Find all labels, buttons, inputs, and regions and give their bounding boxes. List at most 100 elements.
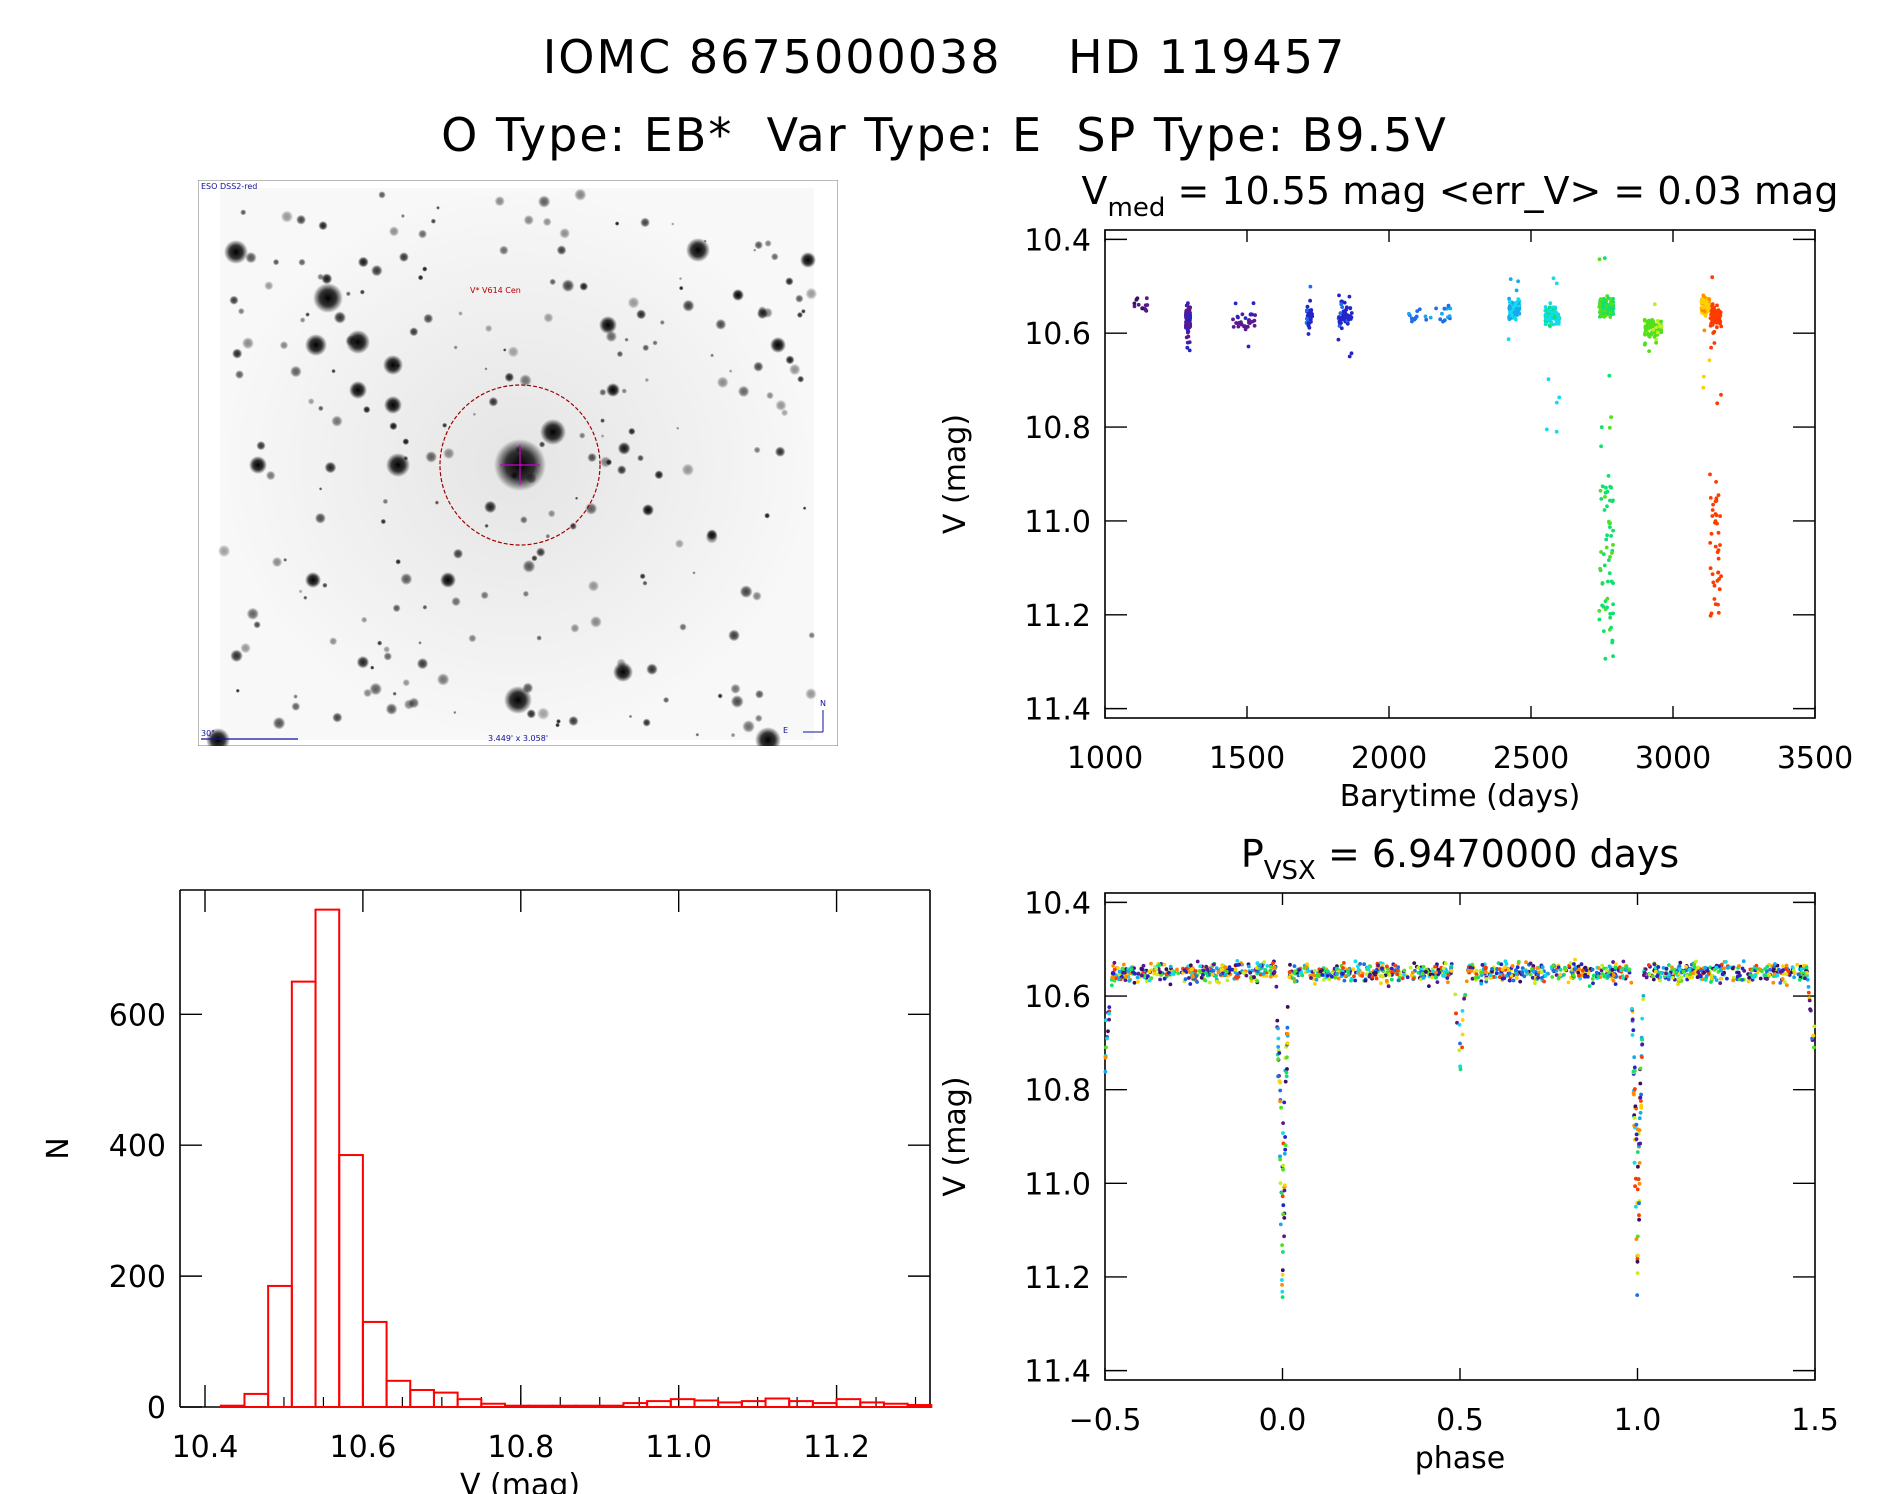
data-point — [1107, 1017, 1111, 1022]
data-point — [1360, 974, 1365, 978]
data-point — [1631, 1028, 1636, 1033]
data-point — [1458, 1067, 1463, 1072]
data-point — [1598, 308, 1603, 313]
data-point — [1337, 293, 1341, 298]
data-point — [1650, 318, 1655, 323]
data-point — [1189, 967, 1194, 972]
y-tick-label: 11.2 — [1024, 1261, 1091, 1296]
data-point — [1571, 973, 1576, 978]
data-point — [1510, 313, 1514, 317]
data-point — [1719, 324, 1724, 329]
data-point — [1507, 971, 1512, 976]
data-point — [1805, 971, 1809, 975]
data-point — [1201, 973, 1205, 977]
data-point — [1709, 345, 1713, 350]
histogram-bar — [267, 1284, 293, 1409]
y-tick-label: 11.0 — [1024, 1167, 1091, 1202]
data-point — [1381, 974, 1385, 979]
data-point — [1556, 965, 1561, 970]
data-point — [1719, 574, 1723, 579]
data-point — [1638, 1081, 1643, 1086]
data-point — [1607, 373, 1612, 378]
data-point — [1336, 976, 1341, 981]
data-point — [1347, 354, 1352, 359]
x-tick-label: 0.0 — [1259, 1403, 1307, 1438]
data-point — [1644, 975, 1649, 980]
data-point — [1601, 296, 1606, 301]
data-point — [1428, 315, 1433, 320]
data-point — [1805, 977, 1810, 982]
data-point — [1726, 966, 1730, 970]
data-point — [1438, 317, 1443, 322]
data-point — [1520, 970, 1524, 974]
data-point — [1187, 340, 1192, 345]
data-point — [1186, 318, 1190, 323]
data-point — [1490, 967, 1494, 971]
data-point — [1187, 976, 1191, 980]
data-point — [1283, 1079, 1288, 1084]
data-point — [1213, 974, 1218, 979]
data-point — [1704, 974, 1709, 979]
data-point — [1653, 969, 1658, 974]
data-point — [1579, 962, 1584, 967]
data-point — [1598, 302, 1602, 307]
series-season-6 — [1407, 303, 1453, 324]
data-point — [1136, 302, 1141, 307]
data-point — [1767, 973, 1772, 977]
panel-title: PVSX = 6.9470000 days — [1241, 832, 1679, 886]
data-point — [1577, 974, 1581, 978]
data-point — [1551, 968, 1556, 973]
data-point — [1424, 317, 1429, 322]
data-point — [1599, 314, 1604, 318]
data-point — [1514, 288, 1519, 293]
data-point — [1654, 340, 1658, 345]
data-point — [1658, 971, 1663, 975]
data-point — [1765, 977, 1769, 981]
data-point — [1715, 303, 1719, 308]
data-point — [1122, 962, 1126, 967]
y-tick-label: 10.8 — [1024, 411, 1091, 446]
data-point — [1510, 307, 1515, 312]
data-point — [1603, 490, 1608, 495]
data-point — [1187, 313, 1192, 318]
data-point — [1299, 970, 1304, 975]
data-point — [1784, 963, 1789, 968]
data-point — [1280, 1268, 1285, 1273]
data-point — [1408, 965, 1413, 970]
data-point — [1280, 1272, 1285, 1277]
data-point — [1447, 314, 1452, 318]
data-point — [1606, 474, 1611, 478]
data-point — [1502, 965, 1507, 970]
data-point — [1608, 615, 1613, 620]
histogram-bar — [456, 1398, 483, 1409]
data-point — [1554, 429, 1559, 434]
data-point — [1308, 317, 1313, 322]
data-point — [1370, 975, 1375, 979]
data-point — [1282, 1151, 1287, 1156]
data-point — [1396, 968, 1400, 973]
data-point — [1710, 275, 1715, 280]
data-point — [1466, 968, 1470, 973]
data-point — [1143, 308, 1148, 313]
data-point — [1643, 341, 1647, 346]
data-point — [1667, 963, 1671, 967]
data-point — [1436, 967, 1441, 972]
data-point — [1127, 979, 1132, 983]
x-tick-label: 1.5 — [1791, 1403, 1839, 1438]
data-point — [1282, 1234, 1286, 1239]
data-point — [1136, 972, 1141, 976]
data-point — [1188, 321, 1192, 326]
data-point — [1719, 392, 1723, 397]
y-axis-label: V (mag) — [938, 1076, 973, 1196]
data-point — [1641, 997, 1646, 1001]
magnitude-histogram-chart: 10.4 10.6 10.8 11.0 11.2 0 200 400 600 V (mag) N — [41, 889, 933, 1494]
data-point — [1795, 962, 1800, 967]
data-point — [1430, 975, 1435, 980]
data-point — [1242, 324, 1246, 329]
data-point — [1262, 960, 1267, 964]
data-point — [1306, 969, 1310, 974]
data-point — [1396, 978, 1401, 983]
data-point — [1775, 973, 1780, 977]
data-point — [1389, 966, 1394, 971]
data-point — [1437, 970, 1442, 975]
